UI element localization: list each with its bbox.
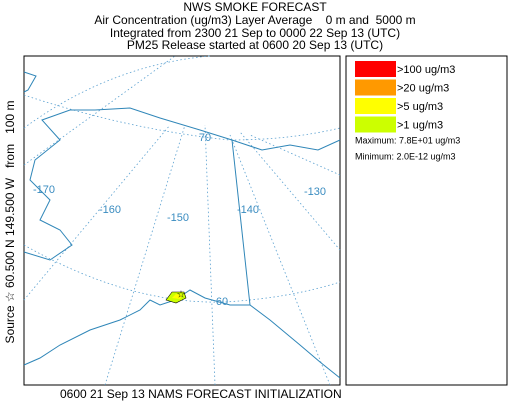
legend-swatch (355, 98, 396, 114)
subtitle: Integrated from 2300 21 Sep to 0000 22 S… (110, 26, 400, 40)
subtitle: PM25 Release started at 0600 20 Sep 13 (… (127, 38, 383, 52)
map-label: -170 (33, 184, 55, 196)
title: NWS SMOKE FORECAST (183, 0, 327, 14)
source-label: Source ☆ 60.500 N 149.500 W from 100 m (3, 101, 17, 344)
meridian (104, 124, 186, 386)
footer: 0600 21 Sep 13 NAMS FORECAST INITIALIZAT… (60, 387, 342, 401)
map-label: -130 (304, 186, 326, 198)
legend-label: >100 ug/m3 (397, 64, 455, 76)
legend-label: >20 ug/m3 (397, 82, 449, 94)
graticule (23, 55, 341, 386)
legend-label: >1 ug/m3 (397, 119, 443, 131)
map-label: 70 (199, 132, 211, 144)
legend-label: >5 ug/m3 (397, 101, 443, 113)
legend-minimum: Minimum: 2.0E-12 ug/m3 (355, 151, 456, 161)
latitude-line (23, 244, 341, 303)
smoke-plume (172, 294, 182, 299)
legend: >100 ug/m3 >20 ug/m3 >5 ug/m3 >1 ug/m3 (355, 61, 455, 133)
legend-swatch (355, 61, 396, 77)
map-frame (23, 55, 341, 386)
meridian (23, 55, 176, 166)
meridian (249, 134, 341, 176)
meridian (204, 124, 216, 386)
border (231, 139, 251, 306)
source-marker: ☆ (177, 290, 186, 301)
legend-swatch (355, 116, 396, 133)
subtitle: Air Concentration (ug/m3) Layer Average … (94, 13, 415, 27)
map-labels: 70 -170 -160 -150 -140 -130 60 (33, 132, 326, 308)
map: ☆ 70 -170 -160 -150 -140 -130 60 (23, 55, 341, 386)
map-label: -160 (99, 204, 121, 216)
meridian (229, 134, 331, 386)
map-label: -140 (237, 204, 259, 216)
legend-maximum: Maximum: 7.8E+01 ug/m3 (355, 135, 460, 145)
legend-swatch (355, 79, 396, 96)
meridian (239, 131, 341, 251)
map-label: -150 (167, 212, 189, 224)
map-label: 60 (216, 296, 228, 308)
